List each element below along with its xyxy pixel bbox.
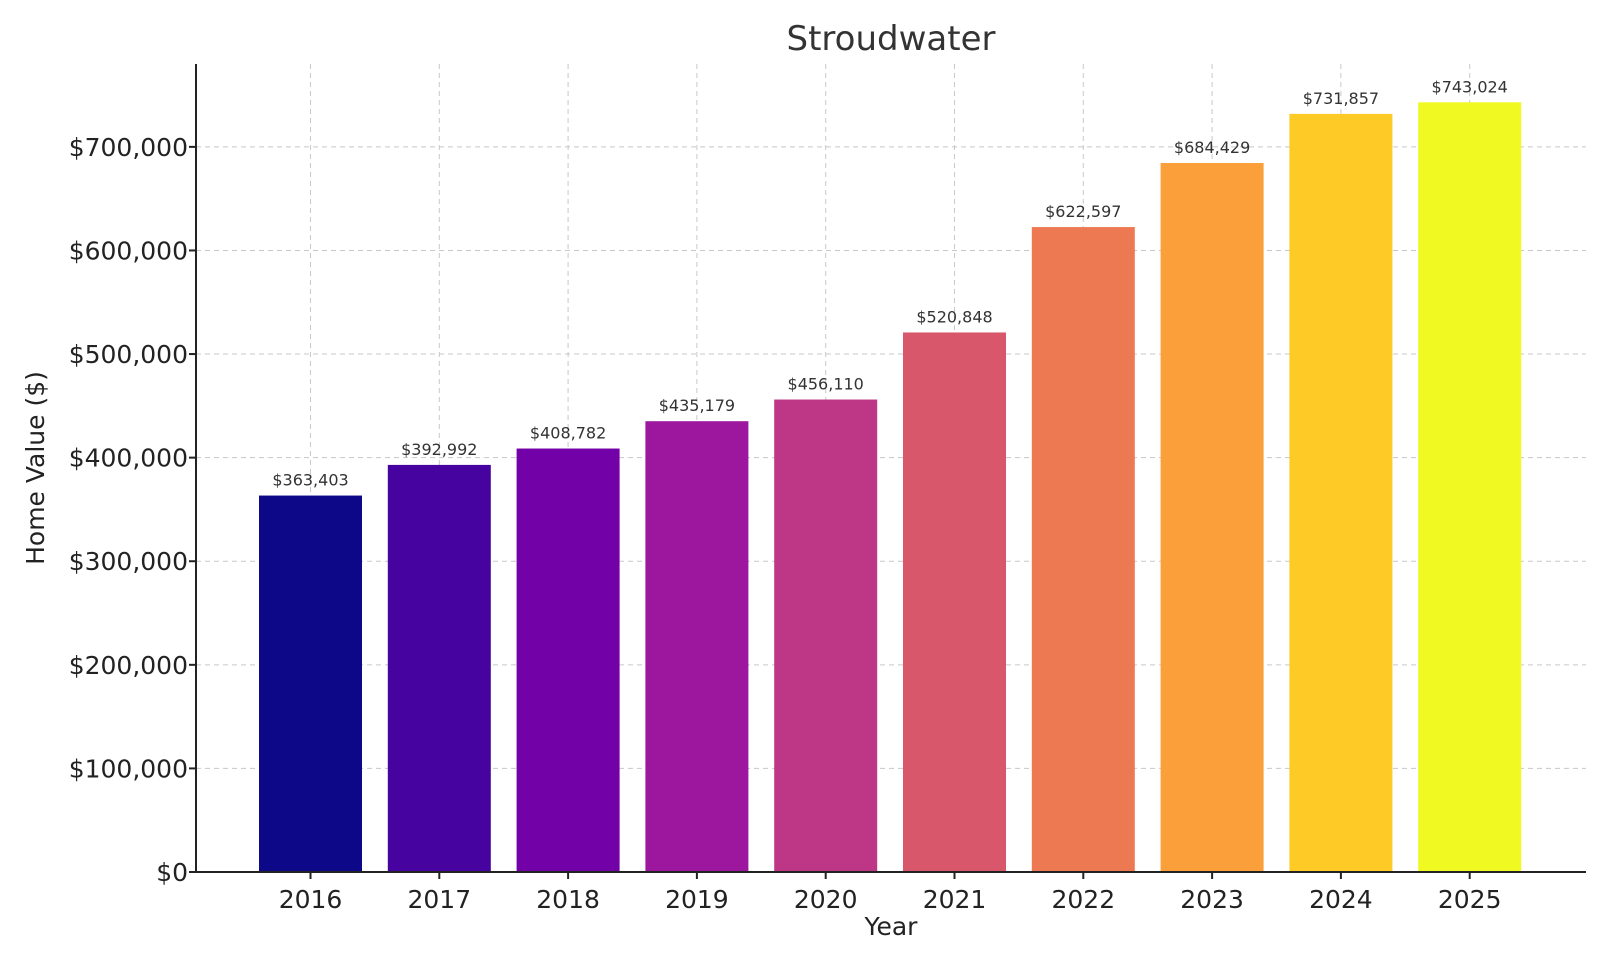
bar-value-label: $731,857 <box>1303 89 1379 108</box>
bar-2023 <box>1160 163 1264 872</box>
y-tick-label: $0 <box>156 858 188 887</box>
bar-value-label: $743,024 <box>1432 77 1508 96</box>
bar-2016 <box>259 495 362 872</box>
y-tick-label: $600,000 <box>69 236 188 265</box>
x-tick-label: 2021 <box>923 885 987 914</box>
bar-value-label: $408,782 <box>530 424 606 443</box>
x-axis-title: Year <box>864 912 919 941</box>
y-tick-label: $400,000 <box>69 444 188 473</box>
y-tick-label: $300,000 <box>69 547 188 576</box>
bar-2025 <box>1418 102 1522 872</box>
y-tick-label: $200,000 <box>69 651 188 680</box>
bar-value-label: $363,403 <box>272 471 348 490</box>
x-tick-label: 2024 <box>1309 885 1373 914</box>
bar-2024 <box>1289 113 1393 872</box>
x-tick-label: 2017 <box>407 885 471 914</box>
bar-2018 <box>516 448 620 872</box>
tick-labels: $0 $100,000 $200,000 $300,000 $400,000 $500,0… <box>69 133 1502 914</box>
bar-2021 <box>903 332 1006 872</box>
bar-2017 <box>387 464 491 872</box>
bar-value-label: $520,848 <box>916 307 992 326</box>
bar-2022 <box>1031 227 1135 873</box>
y-tick-label: $500,000 <box>69 340 188 369</box>
bar-2019 <box>645 421 749 872</box>
x-tick-label: 2019 <box>665 885 729 914</box>
bars <box>259 102 1522 873</box>
x-tick-label: 2016 <box>279 885 343 914</box>
x-tick-label: 2018 <box>536 885 600 914</box>
axes <box>195 64 1586 873</box>
grid <box>196 64 1586 872</box>
x-tick-label: 2022 <box>1051 885 1115 914</box>
x-tick-label: 2023 <box>1180 885 1244 914</box>
value-labels: $363,403 $392,992 $408,782 $435,179 $456,110… <box>272 77 1508 489</box>
bar-value-label: $622,597 <box>1045 202 1121 221</box>
y-tick-label: $700,000 <box>69 133 188 162</box>
y-tick-label: $100,000 <box>69 754 188 783</box>
y-axis-title: Home Value ($) <box>21 371 50 565</box>
bar-value-label: $456,110 <box>788 375 864 394</box>
bar-value-label: $684,429 <box>1174 138 1250 157</box>
chart-title: Stroudwater <box>787 19 996 59</box>
bar-2020 <box>774 399 878 872</box>
bar-value-label: $435,179 <box>659 396 735 415</box>
x-tick-label: 2020 <box>794 885 858 914</box>
x-tick-label: 2025 <box>1438 885 1502 914</box>
bar-value-label: $392,992 <box>401 440 477 459</box>
